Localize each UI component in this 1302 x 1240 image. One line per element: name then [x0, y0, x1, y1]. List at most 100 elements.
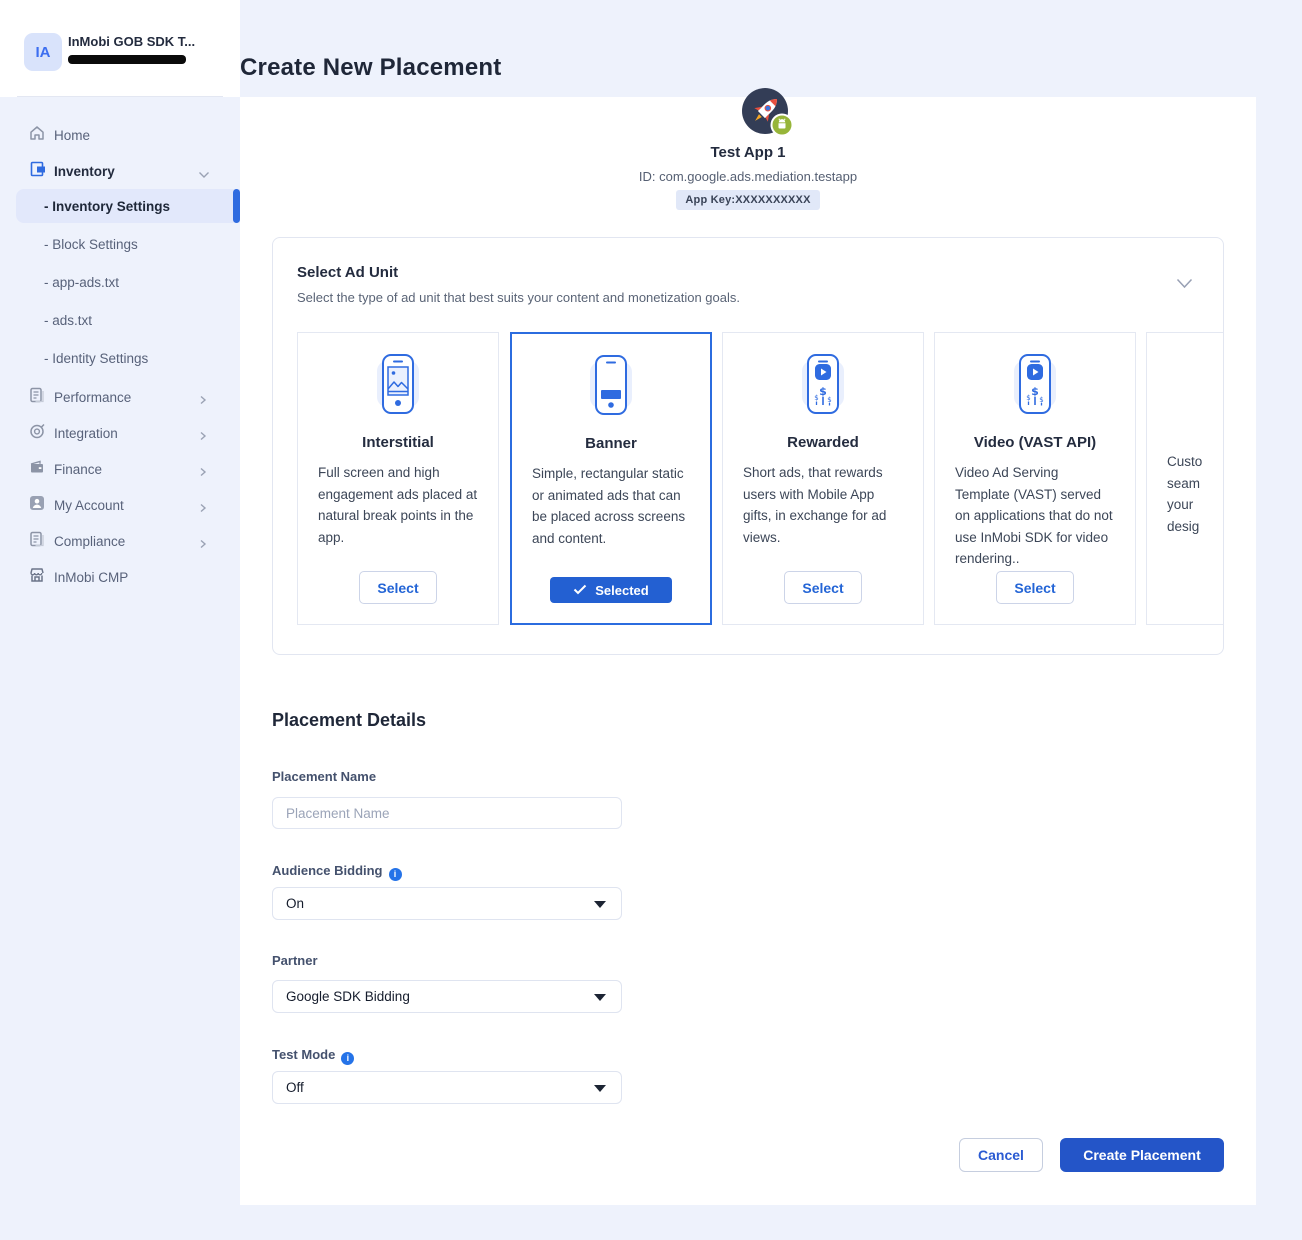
avatar: IA — [24, 33, 62, 71]
card-description: Short ads, that rewards users with Mobil… — [743, 465, 887, 545]
sidebar-item-identity-settings[interactable]: - Identity Settings — [44, 346, 148, 370]
video-phone-icon: $ $ $ — [1002, 353, 1068, 420]
test-mode-value: Off — [286, 1080, 304, 1095]
app-key-badge: App Key:XXXXXXXXXX — [676, 190, 820, 210]
user-icon — [28, 494, 46, 517]
sidebar-item-label: Inventory — [54, 163, 115, 179]
sidebar: IA InMobi GOB SDK T... Home Inventory - … — [0, 0, 240, 1240]
select-button[interactable]: Select — [996, 571, 1074, 604]
sidebar-item-finance[interactable]: Finance — [28, 457, 220, 481]
placement-name-input[interactable] — [272, 797, 622, 829]
audience-bidding-select[interactable]: On — [272, 887, 622, 920]
select-ad-unit-subtitle: Select the type of ad unit that best sui… — [297, 290, 740, 305]
page-title: Create New Placement — [240, 54, 502, 81]
banner-phone-icon — [578, 354, 644, 421]
svg-text:$: $ — [827, 396, 831, 404]
sidebar-item-block-settings[interactable]: - Block Settings — [44, 232, 138, 256]
test-mode-select[interactable]: Off — [272, 1071, 622, 1104]
ad-unit-card-clipped[interactable]: Custo seam your desig — [1146, 332, 1223, 625]
card-title: Video (VAST API) — [973, 434, 1097, 451]
audience-bidding-label: Audience Bidding i — [272, 863, 402, 881]
select-button[interactable]: Select — [359, 571, 437, 604]
audience-bidding-value: On — [286, 896, 305, 911]
performance-icon — [28, 386, 46, 409]
partner-select[interactable]: Google SDK Bidding — [272, 980, 622, 1013]
test-mode-label: Test Mode i — [272, 1047, 355, 1065]
chevron-right-icon — [198, 428, 208, 446]
card-title: Banner — [585, 435, 637, 452]
sidebar-item-label: - Block Settings — [44, 236, 138, 252]
active-indicator-bar — [233, 189, 240, 223]
sidebar-item-label: - app-ads.txt — [44, 274, 120, 290]
sidebar-item-ads-txt[interactable]: - ads.txt — [44, 308, 92, 332]
select-ad-unit-section: Select Ad Unit Select the type of ad uni… — [272, 237, 1224, 655]
select-button[interactable]: Select — [784, 571, 862, 604]
sidebar-item-compliance[interactable]: Compliance — [28, 529, 220, 553]
collapse-chevron-icon[interactable] — [1176, 276, 1193, 294]
placement-details-title: Placement Details — [272, 710, 427, 730]
dropdown-caret-icon — [594, 901, 606, 908]
sidebar-item-app-ads-txt[interactable]: - app-ads.txt — [44, 270, 119, 294]
card-description: Full screen and high engagement ads plac… — [318, 465, 478, 545]
sidebar-item-label: - Identity Settings — [44, 350, 149, 366]
sidebar-item-label: - ads.txt — [44, 312, 93, 328]
app-name: Test App 1 — [710, 144, 786, 161]
sidebar-item-integration[interactable]: Integration — [28, 421, 220, 445]
dropdown-caret-icon — [594, 1085, 606, 1092]
ad-unit-card-rewarded[interactable]: $ $ $ Rewarded Short ads, that rewards u… — [722, 332, 924, 625]
interstitial-phone-icon — [365, 353, 431, 420]
sidebar-item-home[interactable]: Home — [28, 123, 220, 147]
sidebar-item-label: My Account — [54, 497, 124, 513]
dropdown-caret-icon — [594, 994, 606, 1001]
selected-button[interactable]: Selected — [550, 577, 672, 603]
ad-unit-card-video-vast[interactable]: $ $ $ Video (VAST API) Video Ad Serving … — [934, 332, 1136, 625]
cancel-button[interactable]: Cancel — [959, 1138, 1043, 1172]
inventory-icon — [28, 160, 46, 183]
ad-unit-card-interstitial[interactable]: Interstitial Full screen and high engage… — [297, 332, 499, 625]
sidebar-item-inmobi-cmp[interactable]: InMobi CMP — [28, 565, 220, 589]
app-id: ID: com.google.ads.mediation.testapp — [638, 169, 858, 184]
app-icon — [742, 88, 794, 137]
ad-unit-card-banner[interactable]: Banner Simple, rectangular static or ani… — [510, 332, 712, 625]
info-icon[interactable]: i — [341, 1051, 355, 1065]
finance-icon — [28, 458, 46, 481]
partner-label: Partner — [272, 953, 318, 968]
card-title: Interstitial — [362, 434, 434, 451]
chevron-right-icon — [198, 392, 208, 410]
sidebar-item-label: Performance — [54, 389, 132, 405]
svg-text:$: $ — [814, 394, 818, 402]
sidebar-item-label: Finance — [54, 461, 103, 477]
svg-text:$: $ — [1031, 385, 1039, 398]
app-key-row: App Key:XXXXXXXXXX — [240, 190, 1256, 210]
partner-value: Google SDK Bidding — [286, 989, 410, 1004]
android-badge-icon — [770, 113, 794, 137]
selected-button-label: Selected — [595, 582, 649, 598]
svg-text:$: $ — [1039, 396, 1043, 404]
sidebar-divider — [17, 96, 223, 97]
sidebar-item-inventory-settings[interactable]: - Inventory Settings — [16, 189, 240, 223]
chevron-right-icon — [198, 464, 208, 482]
create-placement-button[interactable]: Create Placement — [1060, 1138, 1224, 1172]
rewarded-phone-icon: $ $ $ — [790, 353, 856, 420]
svg-text:$: $ — [819, 385, 827, 398]
account-header[interactable]: IA InMobi GOB SDK T... — [0, 0, 240, 97]
storefront-icon — [28, 566, 46, 589]
chevron-right-icon — [198, 500, 208, 518]
sidebar-item-my-account[interactable]: My Account — [28, 493, 220, 517]
info-icon[interactable]: i — [388, 867, 402, 881]
card-description: Simple, rectangular static or animated a… — [532, 466, 686, 546]
sidebar-item-label: Compliance — [54, 533, 126, 549]
sidebar-item-label: Home — [54, 127, 91, 143]
integration-icon — [28, 422, 46, 445]
svg-text:$: $ — [1026, 394, 1030, 402]
chevron-right-icon — [198, 536, 208, 554]
select-ad-unit-title: Select Ad Unit — [297, 264, 399, 281]
chevron-down-icon — [198, 166, 210, 184]
sidebar-item-inventory[interactable]: Inventory — [28, 159, 220, 183]
sidebar-item-label: Integration — [54, 425, 118, 441]
sidebar-item-label: InMobi CMP — [54, 569, 129, 585]
check-icon — [573, 583, 587, 598]
card-description-clipped: Custo seam your desig — [1167, 454, 1203, 534]
sidebar-item-performance[interactable]: Performance — [28, 385, 220, 409]
